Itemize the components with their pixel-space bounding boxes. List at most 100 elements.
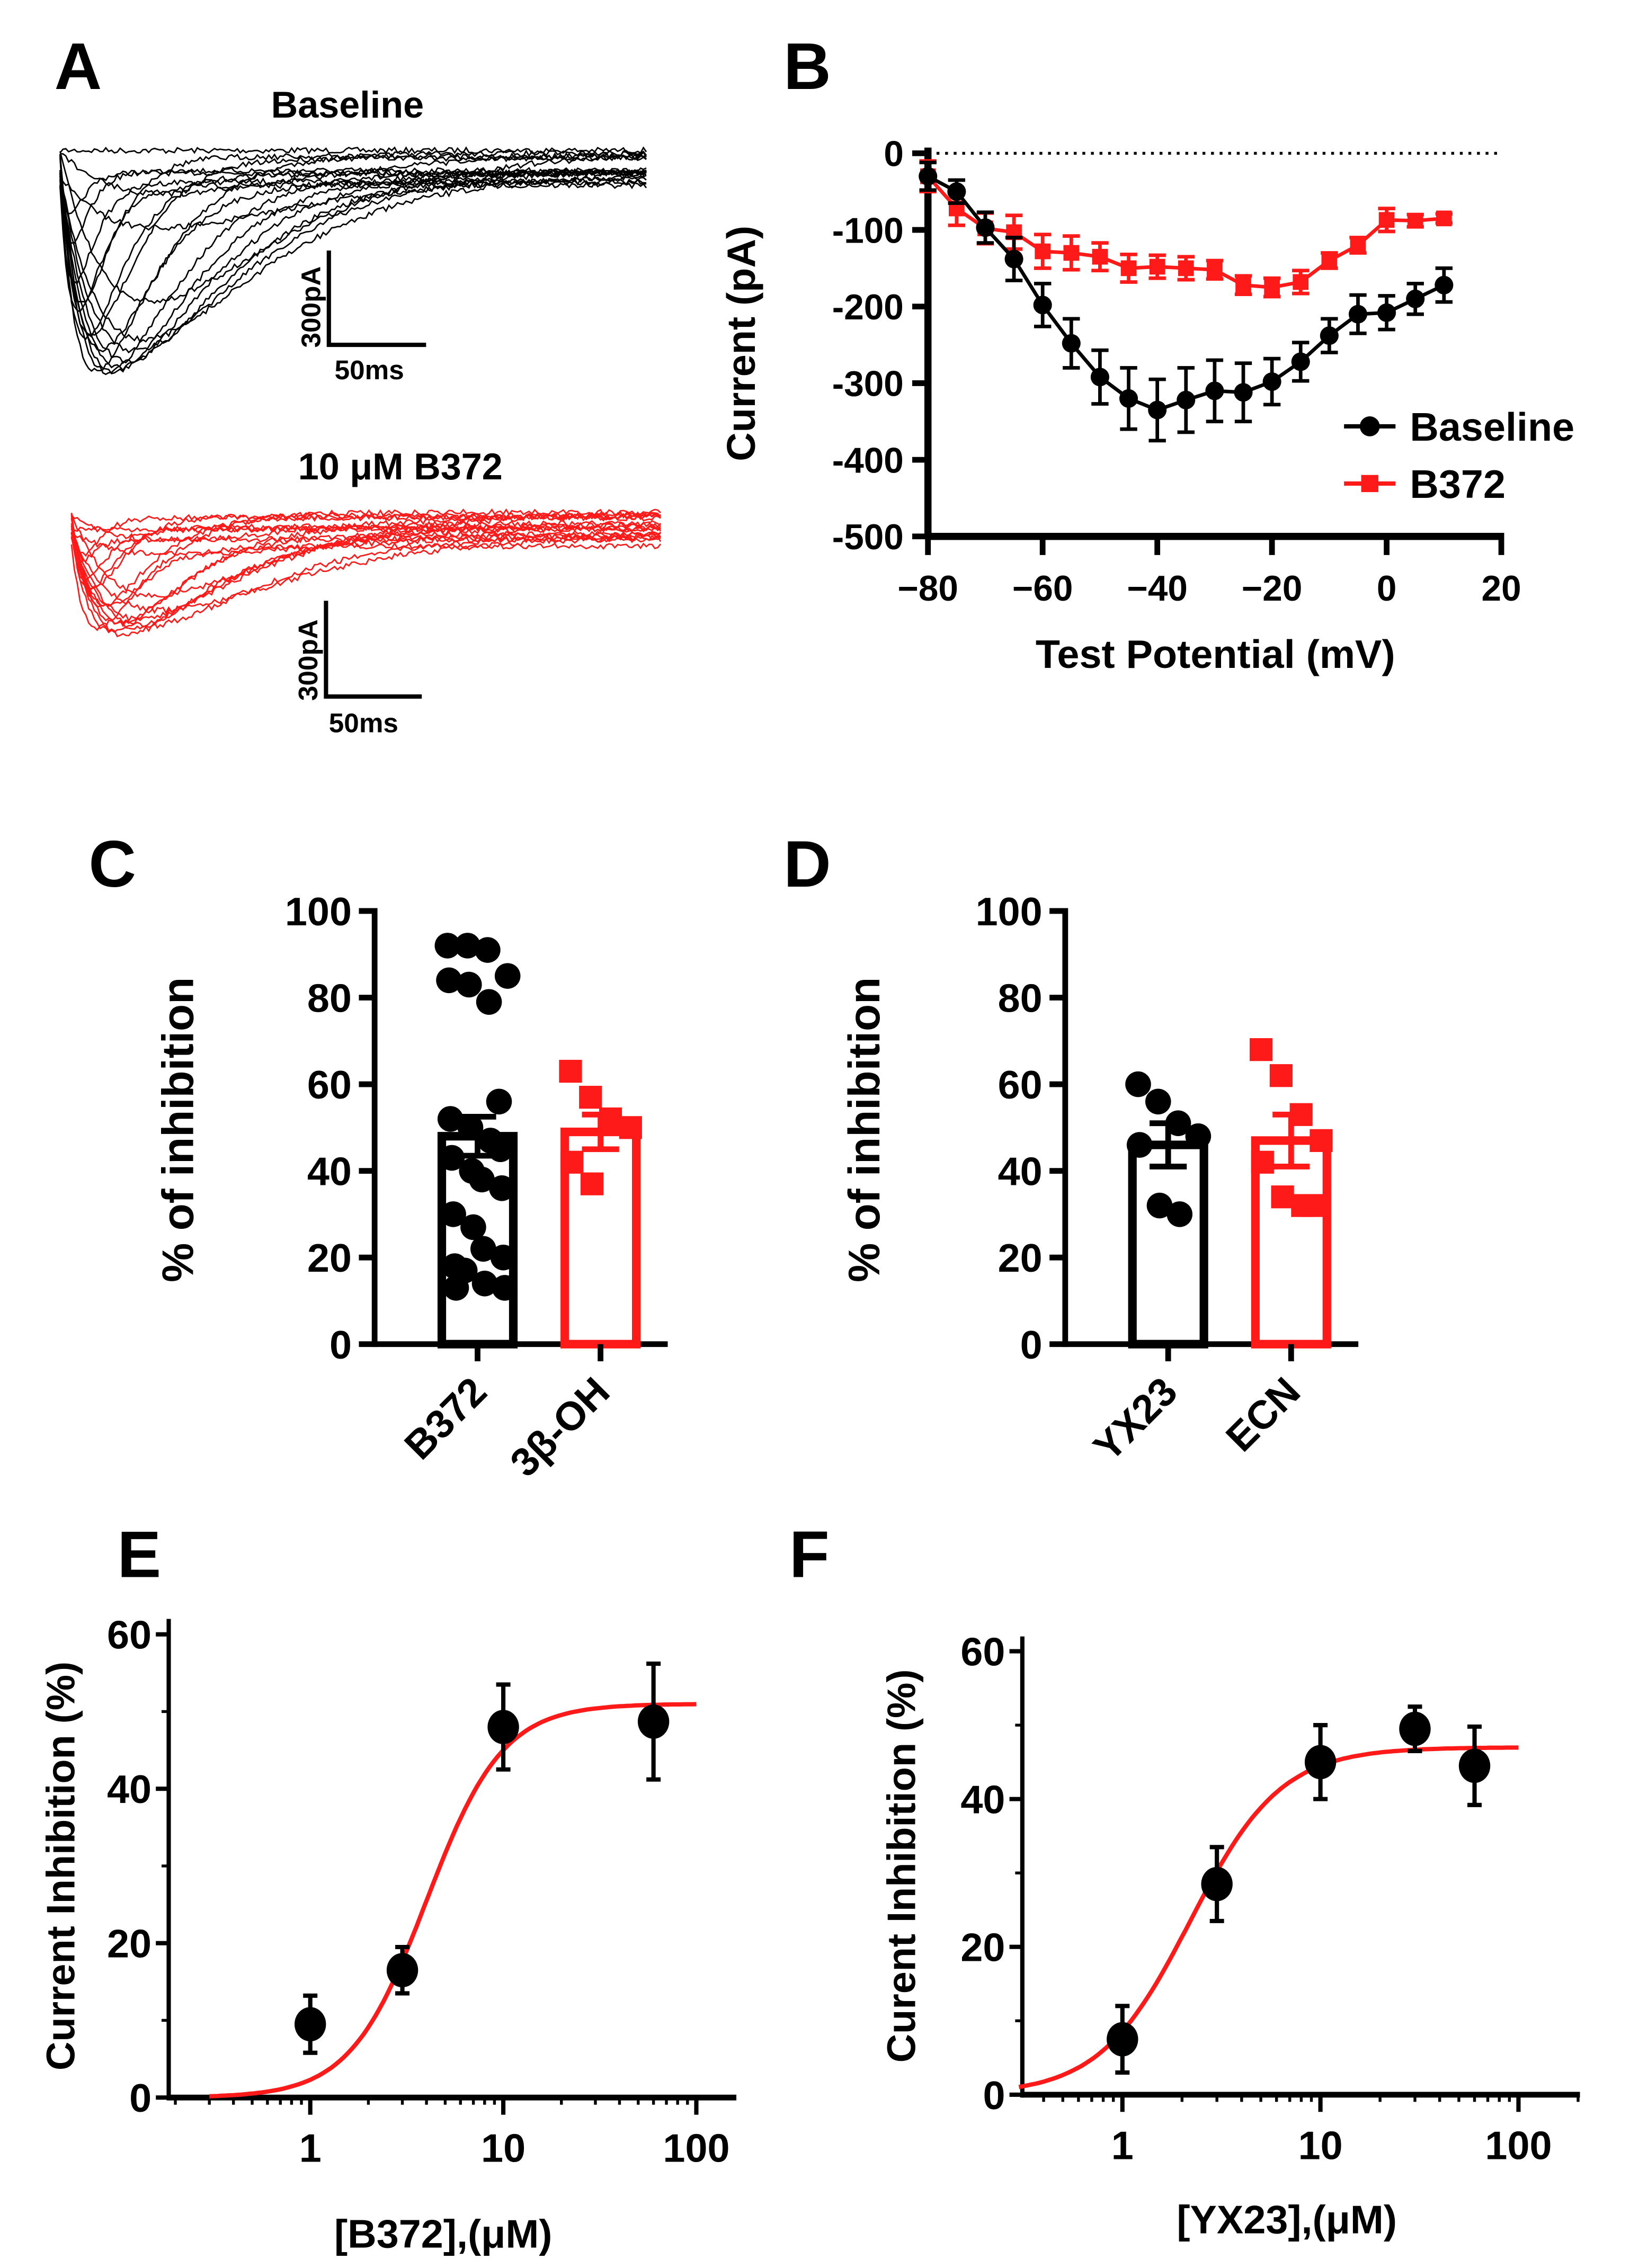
data-point <box>1289 1103 1313 1126</box>
current-trace <box>59 146 647 155</box>
x-tick-label: 100 <box>1485 2123 1552 2168</box>
data-point <box>456 971 482 998</box>
data-point <box>1251 1150 1274 1174</box>
panel-label-d: D <box>783 828 831 901</box>
panel-c-bar: % of inhibition 0 20 40 60 80 100 B372 3β-OH <box>153 890 668 1486</box>
data-point <box>489 1175 515 1201</box>
data-point <box>1126 1132 1153 1158</box>
y-tick-label: 40 <box>960 1778 1005 1823</box>
data-point <box>1035 243 1051 260</box>
data-point <box>976 218 995 237</box>
x-tick-label: 0 <box>1377 569 1397 609</box>
y-tick-label: 0 <box>1020 1323 1043 1368</box>
current-trace <box>70 520 661 628</box>
data-point <box>486 1088 512 1115</box>
data-point <box>1264 279 1280 296</box>
legend-marker <box>1361 475 1378 493</box>
data-point <box>439 1145 465 1171</box>
data-point <box>487 1136 513 1163</box>
current-trace <box>70 508 661 607</box>
data-point <box>492 1275 518 1301</box>
y-tick-label: 60 <box>998 1063 1043 1108</box>
data-point <box>440 1201 466 1227</box>
panel-label-b: B <box>783 30 831 103</box>
data-point <box>1166 1201 1193 1227</box>
data-point <box>1348 305 1368 324</box>
data-point <box>560 1150 584 1174</box>
current-trace <box>59 181 647 312</box>
legend-marker <box>1359 416 1380 436</box>
data-point <box>599 1107 622 1131</box>
scale-bar-drug <box>324 601 422 699</box>
panel-label-c: C <box>88 828 136 901</box>
y-tick-label: 80 <box>998 976 1043 1021</box>
scale-current-label-baseline: 300pA <box>296 266 326 348</box>
data-point <box>1406 289 1425 308</box>
data-point <box>1291 352 1310 371</box>
x-tick-label: 100 <box>663 2127 729 2171</box>
d-ylabel: % of inhibition <box>839 977 889 1282</box>
data-point <box>1250 1038 1273 1061</box>
current-trace <box>59 149 647 353</box>
data-point <box>460 1214 486 1240</box>
x-tick-label: 10 <box>481 2127 525 2171</box>
fit-curve <box>209 1702 697 2099</box>
scale-time-label-drug: 50ms <box>329 708 398 738</box>
f-xlabel: [YX23],(μM) <box>1177 2198 1397 2243</box>
x-tick-label: 10 <box>1298 2123 1343 2168</box>
panel-f-dose-response: Curent Inhibition (%) [YX23],(μM) 0 20 40 6… <box>879 1630 1580 2243</box>
data-point <box>1271 1185 1294 1209</box>
b-ylabel: Current (pA) <box>719 226 764 461</box>
x-tick-label: −40 <box>1127 569 1187 609</box>
data-point <box>1399 1711 1431 1746</box>
data-point <box>1320 326 1339 345</box>
y-tick-label: -500 <box>832 517 904 557</box>
y-tick-label: -300 <box>832 364 904 404</box>
y-tick-label: 100 <box>285 890 352 934</box>
data-point <box>1062 334 1081 353</box>
y-tick-label: 20 <box>107 1922 152 1967</box>
x-tick-label: −80 <box>898 569 958 609</box>
data-point <box>1234 383 1253 402</box>
y-tick-label: 60 <box>307 1063 352 1108</box>
data-point <box>579 1086 602 1109</box>
y-tick-label: 60 <box>960 1630 1005 1675</box>
current-trace <box>59 176 647 231</box>
y-tick-label: 0 <box>884 135 904 174</box>
data-point <box>1145 1088 1171 1115</box>
panel-a: Baseline 300pA 50ms 10 μM B372 300pA 50m… <box>59 84 662 738</box>
data-point <box>1177 390 1196 409</box>
data-point <box>1090 368 1109 387</box>
b-xlabel: Test Potential (mV) <box>1036 632 1395 677</box>
drug-title: 10 μM B372 <box>298 445 503 487</box>
data-point <box>1235 277 1251 293</box>
scale-bar-baseline <box>326 250 426 347</box>
y-tick-label: 40 <box>307 1150 352 1194</box>
data-point <box>1407 212 1423 229</box>
y-tick-label: 40 <box>107 1767 152 1812</box>
current-trace <box>70 532 661 629</box>
current-trace <box>70 511 661 590</box>
data-point <box>1063 245 1080 261</box>
c-ylabel: % of inhibition <box>153 977 202 1282</box>
x-tick-label: YX23 <box>1085 1369 1186 1470</box>
y-tick-label: 40 <box>998 1150 1043 1194</box>
y-tick-label: 20 <box>307 1236 352 1281</box>
data-point <box>494 963 521 989</box>
panel-label-a: A <box>55 30 102 103</box>
panel-label-f: F <box>789 1519 830 1592</box>
data-point <box>1310 1129 1333 1152</box>
current-trace <box>70 542 662 631</box>
e-xlabel: [B372],(μM) <box>334 2212 552 2257</box>
x-tick-label: −20 <box>1242 569 1302 609</box>
data-point <box>1125 1071 1151 1097</box>
data-point <box>1262 372 1281 391</box>
data-point <box>1146 1192 1173 1219</box>
current-trace <box>60 150 647 198</box>
legend-label: B372 <box>1410 462 1506 507</box>
data-point <box>1205 381 1224 400</box>
data-point <box>1293 274 1309 290</box>
x-tick-label: ECN <box>1218 1369 1309 1460</box>
data-point <box>476 989 502 1015</box>
